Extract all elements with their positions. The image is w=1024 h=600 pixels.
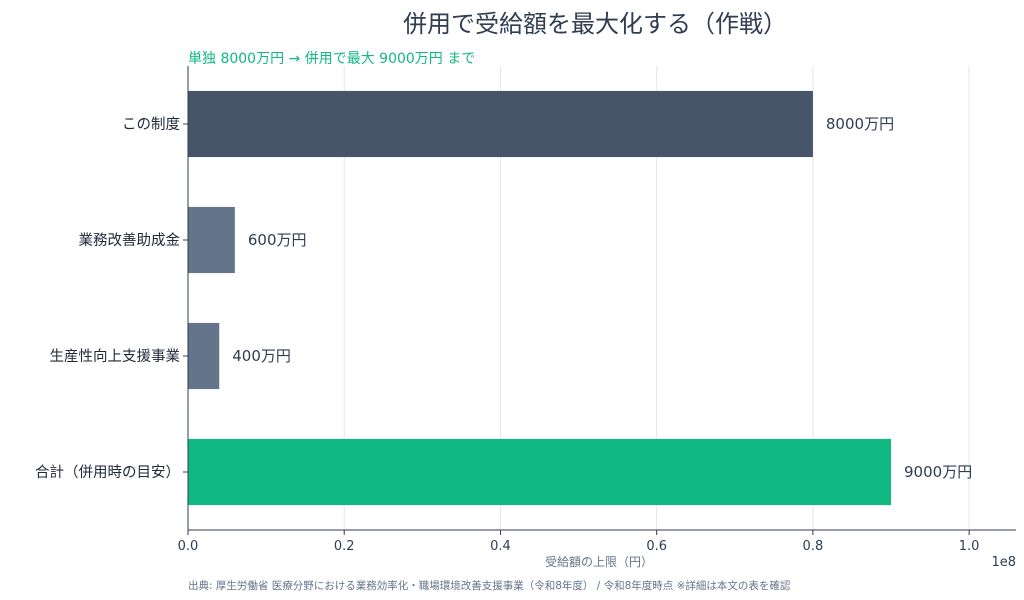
x-tick-label: 1.0 bbox=[959, 539, 980, 554]
category-label: この制度 bbox=[122, 116, 180, 133]
x-tick-label: 0.0 bbox=[178, 539, 199, 554]
x-tick-label: 0.4 bbox=[490, 539, 511, 554]
x-axis-offset-label: 1e8 bbox=[991, 555, 1016, 570]
x-tick-label: 0.6 bbox=[646, 539, 667, 554]
x-tick-label: 0.8 bbox=[803, 539, 824, 554]
category-label: 業務改善助成金 bbox=[79, 232, 181, 249]
chart-title: 併用で受給額を最大化する（作戦） bbox=[403, 10, 787, 38]
data-label: 400万円 bbox=[232, 347, 291, 365]
x-tick-label: 0.2 bbox=[334, 539, 355, 554]
category-label: 生産性向上支援事業 bbox=[50, 348, 181, 365]
source-note: 出典: 厚生労働省 医療分野における業務効率化・職場環境改善支援事業（令和8年度… bbox=[188, 580, 791, 592]
data-label: 8000万円 bbox=[826, 115, 894, 133]
bar bbox=[188, 206, 235, 274]
bar bbox=[188, 322, 220, 390]
bar bbox=[188, 438, 892, 506]
category-label: 合計（併用時の目安） bbox=[35, 464, 180, 481]
data-label: 600万円 bbox=[248, 231, 307, 249]
data-label: 9000万円 bbox=[904, 463, 972, 481]
bar bbox=[188, 90, 813, 158]
bars bbox=[188, 90, 892, 506]
chart-subtitle: 単独 8000万円 → 併用で最大 9000万円 まで bbox=[188, 51, 476, 67]
axes bbox=[183, 66, 1016, 535]
x-axis-label: 受給額の上限（円） bbox=[545, 555, 653, 569]
